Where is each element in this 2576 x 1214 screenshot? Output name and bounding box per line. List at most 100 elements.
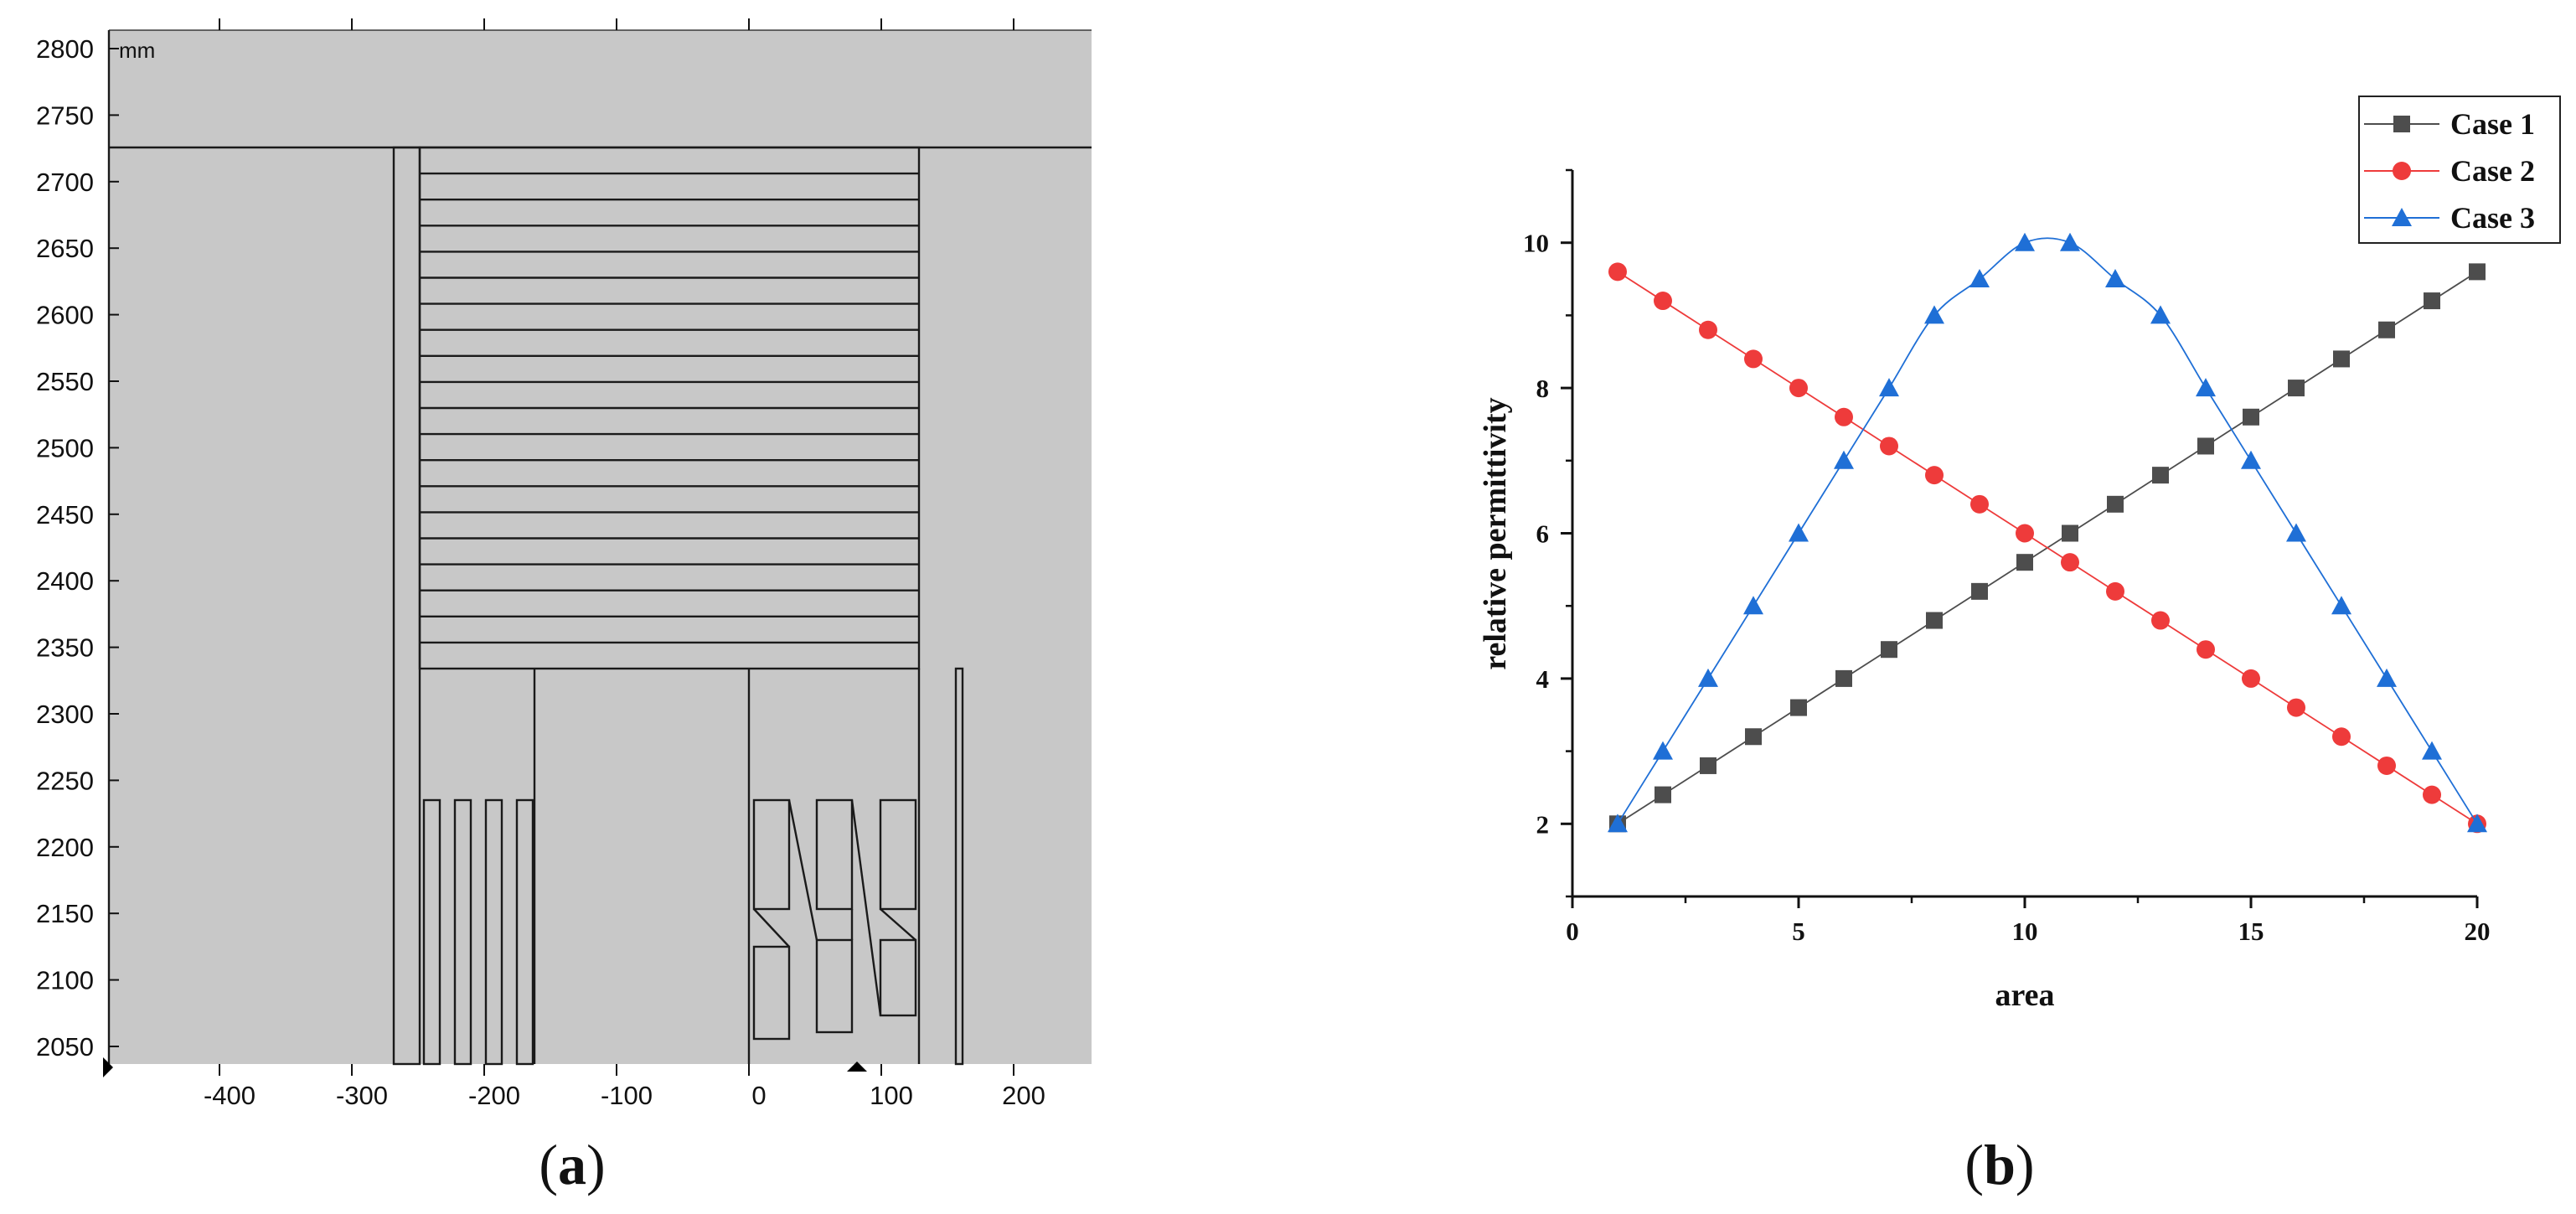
data-point (2331, 596, 2351, 615)
y-tick-label: 2050 (36, 1032, 94, 1062)
data-point (1969, 269, 1990, 288)
meander-connector (753, 908, 790, 948)
y-tick-label: 2750 (36, 101, 94, 130)
origin-marker-bottom (847, 1062, 867, 1072)
data-point (1744, 349, 1763, 369)
legend-label: Case 3 (2450, 201, 2535, 235)
y-tick-label: 2400 (36, 566, 94, 596)
data-point (2377, 668, 2397, 687)
data-point (2061, 553, 2079, 572)
data-point (2152, 467, 2169, 484)
data-point (2288, 380, 2305, 397)
data-point (1924, 305, 1944, 324)
data-point (2150, 305, 2171, 324)
y-tick-label: 2150 (36, 899, 94, 928)
data-point (1655, 786, 1671, 803)
data-point (2286, 523, 2306, 542)
panel-b-label: (b) (1964, 1133, 2034, 1196)
data-point (2062, 524, 2078, 542)
chart-y-ticks: 2 4 6 8 10 (1523, 168, 1572, 898)
comb-finger (515, 798, 534, 1066)
comb-finger (422, 798, 441, 1066)
panel-a-x-axis: -400 -300 -200 -100 0 100 200 (204, 18, 1045, 1110)
data-point (2242, 669, 2260, 688)
x-axis-title: area (1995, 978, 2054, 1013)
chart-x-ticks: 0 5 10 15 20 (1566, 896, 2491, 946)
data-point (1608, 814, 1628, 833)
data-point (2197, 437, 2214, 455)
legend-label: Case 2 (2450, 154, 2535, 188)
y-tick-label: 10 (1523, 229, 1549, 258)
y-tick-label: 2650 (36, 234, 94, 263)
meander-structure (752, 798, 917, 1041)
data-point (1881, 641, 1897, 659)
y-tick-label: 2350 (36, 633, 94, 663)
meander-pad-top-3 (879, 798, 917, 911)
panel-b-chart: 0 5 10 15 20 2 4 6 8 10 area relative permittivi… (1478, 96, 2561, 1013)
y-tick-label: 2550 (36, 367, 94, 396)
data-point (2105, 269, 2125, 288)
data-point (2107, 495, 2124, 513)
x-tick-label: 0 (751, 1081, 766, 1110)
x-tick-label: -200 (468, 1081, 520, 1110)
y-tick-label: 2100 (36, 966, 94, 995)
layered-block (418, 146, 921, 670)
data-point (2241, 450, 2261, 469)
panel-a-label: (a) (539, 1133, 605, 1196)
data-point (2196, 378, 2216, 397)
data-point (1926, 612, 1943, 629)
data-point (2332, 727, 2351, 746)
data-point (2060, 232, 2080, 251)
data-point (2016, 524, 2034, 543)
data-point (1698, 668, 1718, 687)
y-tick-label: 6 (1536, 519, 1550, 549)
comb-fingers (422, 798, 534, 1066)
x-tick-label: -100 (601, 1081, 653, 1110)
data-point (1970, 494, 1989, 514)
data-point (1971, 582, 1988, 600)
x-tick-label: 0 (1566, 917, 1579, 946)
data-point (2151, 611, 2170, 630)
x-tick-label: 20 (2465, 917, 2491, 946)
y-tick-label: 4 (1536, 664, 1550, 694)
data-point (1790, 699, 1807, 716)
legend-marker (2393, 162, 2411, 180)
meander-pad-top-1 (752, 798, 791, 911)
data-point (2106, 581, 2124, 601)
y-tick-label: 2600 (36, 301, 94, 330)
data-point (2378, 321, 2395, 338)
x-tick-label: 15 (2238, 917, 2264, 946)
y-tick-label: 2300 (36, 700, 94, 729)
x-tick-label: 200 (1002, 1081, 1045, 1110)
data-point (1654, 292, 1672, 311)
data-point (1879, 378, 1899, 397)
data-point (1789, 379, 1808, 398)
data-point (1834, 450, 1854, 469)
origin-marker-left (103, 1057, 113, 1077)
x-tick-label: 100 (870, 1081, 913, 1110)
data-point (2423, 785, 2441, 804)
data-point (2287, 698, 2305, 717)
data-point (1700, 757, 1716, 774)
x-tick-label: -400 (204, 1081, 256, 1110)
data-point (2422, 741, 2442, 760)
data-point (1743, 596, 1763, 615)
meander-connector (850, 799, 882, 1016)
data-point (2377, 756, 2396, 775)
data-point (1608, 262, 1627, 282)
thin-rod (954, 667, 964, 1066)
data-point (2333, 350, 2350, 368)
meander-connector (787, 799, 818, 941)
data-point (2015, 232, 2035, 251)
meander-pad-top-2 (815, 798, 854, 911)
legend-marker (2393, 116, 2410, 132)
y-tick-label: 2800 (36, 34, 94, 64)
meander-connector (880, 908, 916, 941)
data-point (1745, 728, 1762, 746)
data-point (2424, 292, 2440, 310)
chart-series (1608, 232, 2487, 834)
data-point (1699, 320, 1717, 339)
y-tick-label: 2200 (36, 833, 94, 862)
y-tick-label: 2700 (36, 168, 94, 197)
x-tick-label: 5 (1792, 917, 1805, 946)
